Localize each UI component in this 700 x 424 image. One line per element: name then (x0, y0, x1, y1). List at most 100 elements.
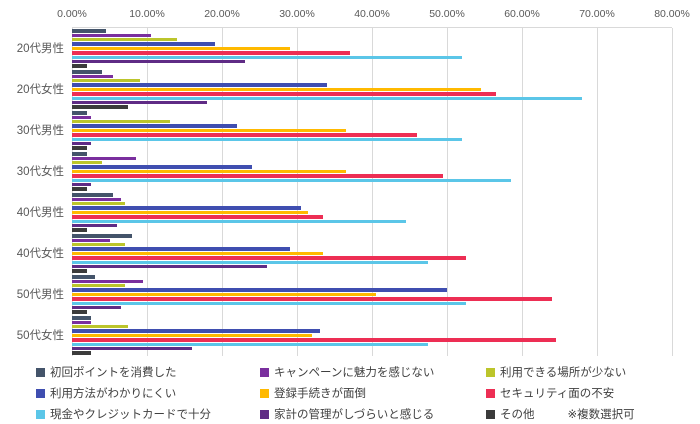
bar (72, 247, 290, 251)
bar (72, 165, 252, 169)
legend-swatch (486, 409, 495, 419)
bar-groups (72, 28, 672, 356)
bar (72, 92, 496, 96)
x-axis-labels: 0.00% 10.00% 20.00% 30.00% 40.00% 50.00% 60.00… (57, 8, 690, 22)
bar (72, 256, 466, 260)
bar (72, 152, 87, 156)
bar-group (72, 29, 672, 68)
bar (72, 120, 170, 124)
category-label: 30代女性 (16, 165, 64, 178)
bar (72, 284, 125, 288)
legend-swatch (36, 367, 45, 377)
bar-group (72, 70, 672, 109)
bar (72, 55, 462, 59)
y-axis-labels: 20代男性 20代女性 30代男性 30代女性 40代男性 40代女性 50代男性 50代女性 (0, 27, 64, 355)
gridline (72, 28, 73, 356)
legend-swatch (36, 388, 45, 398)
bar (72, 141, 91, 146)
bar (72, 33, 151, 38)
category-label: 50代女性 (16, 329, 64, 342)
legend-item: キャンペーンに魅力を感じない (260, 364, 486, 380)
bar (72, 133, 417, 137)
bar (72, 264, 267, 269)
legend-label: 登録手続きが面倒 (274, 388, 366, 400)
bar (72, 333, 312, 338)
gridline (597, 28, 598, 356)
bar (72, 111, 87, 115)
bar (72, 269, 87, 273)
x-tick-label: 80.00% (654, 8, 690, 20)
bar (72, 320, 91, 325)
bar (72, 51, 350, 55)
bar (72, 83, 327, 87)
bar-group (72, 111, 672, 150)
bar (72, 228, 87, 232)
bar (72, 251, 324, 256)
bar (72, 59, 245, 64)
bar (72, 124, 237, 128)
bar (72, 42, 215, 46)
bar (72, 243, 125, 247)
legend-item: 家計の管理がしづらいと感じる (260, 406, 486, 422)
bar (72, 206, 301, 210)
gridline (522, 28, 523, 356)
bar (72, 74, 114, 79)
gridline (147, 28, 148, 356)
bar (72, 169, 346, 174)
bar (72, 38, 177, 42)
bar (72, 128, 346, 133)
bar (72, 223, 117, 228)
multiple-selection-note: ※複数選択可 (567, 409, 635, 421)
bar (72, 316, 91, 320)
bar (72, 137, 462, 141)
bar (72, 146, 87, 150)
legend-label: 初回ポイントを消費した (50, 367, 177, 379)
bar-group (72, 193, 672, 232)
legend-item: 登録手続きが面倒 (260, 385, 486, 401)
bar-group (72, 152, 672, 191)
x-tick-label: 20.00% (204, 8, 240, 20)
legend-label: セキュリティ面の不安 (500, 388, 615, 400)
legend: 初回ポイントを消費した キャンペーンに魅力を感じない 利用できる場所が少ない利用方法… (36, 364, 696, 422)
gridline (447, 28, 448, 356)
category-label: 30代男性 (16, 124, 64, 137)
bar (72, 96, 582, 100)
bar (72, 193, 114, 197)
bar (72, 325, 129, 329)
legend-item: 利用できる場所が少ない (486, 364, 692, 380)
legend-swatch (486, 388, 495, 398)
legend-item: 初回ポイントを消費した (36, 364, 260, 380)
bar (72, 100, 207, 105)
bar (72, 238, 110, 243)
legend-label: 利用方法がわかりにくい (50, 388, 177, 400)
bar (72, 338, 556, 342)
legend-label: 利用できる場所が少ない (500, 367, 627, 379)
bar (72, 174, 444, 178)
plot-area (72, 27, 673, 356)
bar (72, 215, 324, 219)
bar-group (72, 316, 672, 355)
bar (72, 115, 91, 120)
bar (72, 329, 320, 333)
legend-label: 家計の管理がしづらいと感じる (274, 409, 435, 421)
legend-item: 現金やクレジットカードで十分 (36, 406, 260, 422)
bar (72, 64, 87, 68)
x-tick-label: 50.00% (429, 8, 465, 20)
bar (72, 161, 102, 165)
bar (72, 297, 552, 301)
x-tick-label: 70.00% (579, 8, 615, 20)
x-tick-label: 10.00% (129, 8, 165, 20)
bar (72, 346, 192, 351)
legend-swatch (486, 367, 495, 377)
bar (72, 260, 429, 264)
bar-group (72, 275, 672, 314)
bar (72, 351, 91, 355)
category-label: 50代男性 (16, 288, 64, 301)
bar-group (72, 234, 672, 273)
bar (72, 279, 144, 284)
bar (72, 310, 87, 314)
bar (72, 210, 309, 215)
category-label: 20代男性 (16, 42, 64, 55)
x-tick-label: 40.00% (354, 8, 390, 20)
bar (72, 70, 102, 74)
